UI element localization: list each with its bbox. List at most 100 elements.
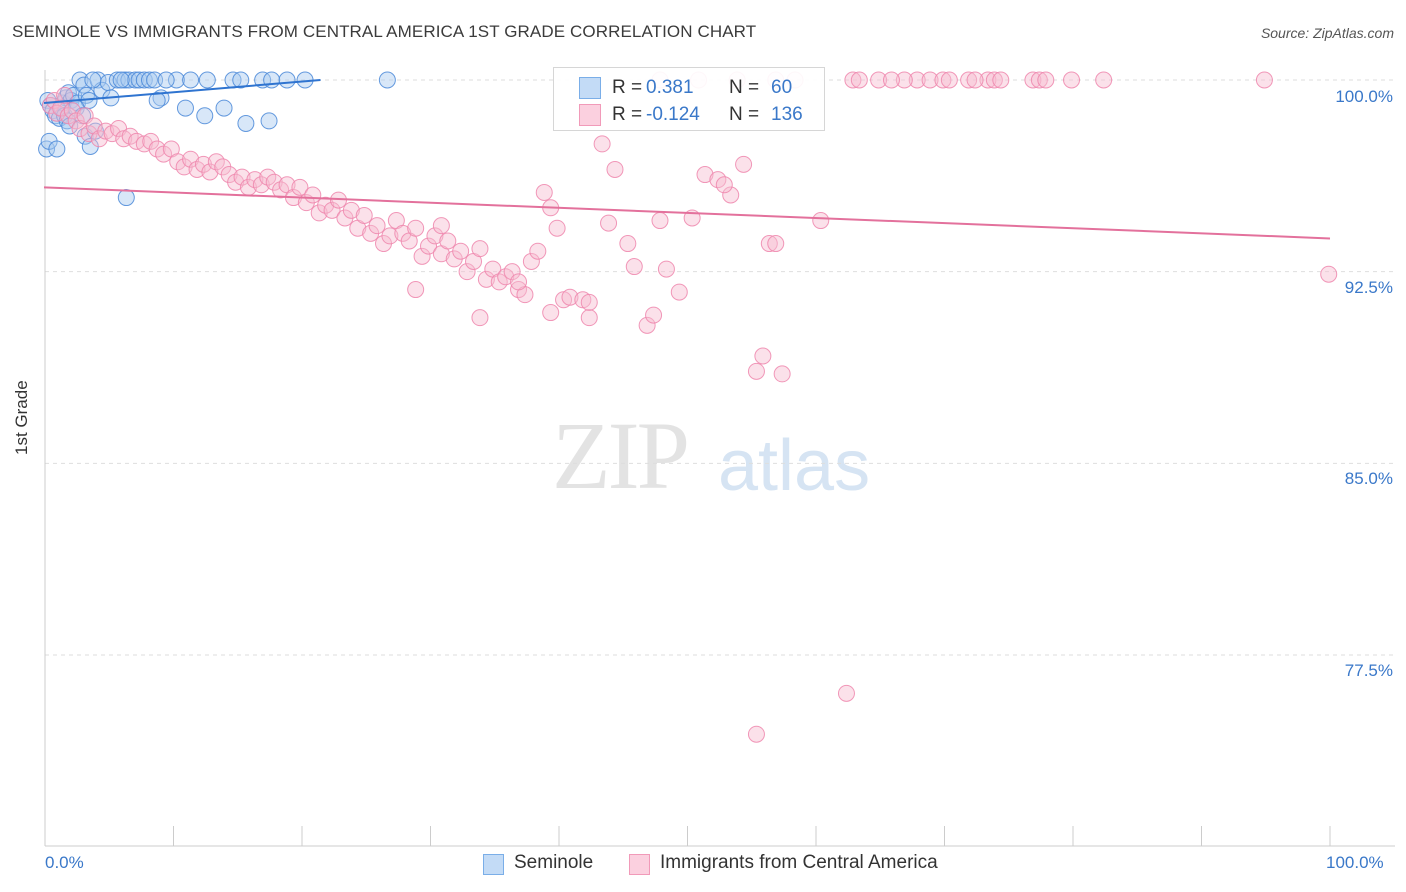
immigrants-point — [561, 288, 579, 306]
seminole-swatch — [579, 77, 601, 99]
seminole-point — [135, 71, 153, 89]
immigrants-point — [606, 160, 624, 178]
r-label: R = — [612, 77, 643, 98]
immigrants-point — [1030, 71, 1048, 89]
immigrants-point — [471, 309, 489, 327]
immigrants-point — [1095, 71, 1113, 89]
immigrants-point — [522, 252, 540, 270]
immigrants-point — [1320, 265, 1338, 283]
immigrants-point — [535, 183, 553, 201]
watermark-atlas: atlas — [718, 426, 871, 506]
immigrants-point — [355, 206, 373, 224]
immigrants-point — [471, 240, 489, 258]
chart-title: SEMINOLE VS IMMIGRANTS FROM CENTRAL AMER… — [12, 22, 757, 41]
immigrants-point — [812, 212, 830, 230]
immigrants-point — [407, 281, 425, 299]
seminole-point — [278, 71, 296, 89]
immigrants-swatch — [579, 104, 601, 126]
immigrants-point — [921, 71, 939, 89]
immigrants-point — [477, 270, 495, 288]
immigrants-point — [63, 102, 81, 120]
x-tick-label-max: 100.0% — [1326, 853, 1384, 872]
immigrants-point — [870, 71, 888, 89]
immigrants-point — [625, 258, 643, 276]
immigrants-point — [934, 71, 952, 89]
seminole-point — [263, 71, 281, 89]
seminole-point — [215, 99, 233, 117]
immigrants-point — [960, 71, 978, 89]
seminole-point — [112, 71, 130, 89]
immigrants-point — [882, 71, 900, 89]
immigrants-point — [992, 71, 1010, 89]
immigrants-point — [722, 186, 740, 204]
immigrants-point — [979, 71, 997, 89]
immigrants-point — [645, 306, 663, 324]
immigrants-point — [850, 71, 868, 89]
immigrants-point — [548, 219, 566, 237]
y-tick-label: 100.0% — [1335, 87, 1393, 106]
r-value: -0.124 — [646, 104, 700, 125]
immigrants-point — [413, 247, 431, 265]
immigrants-point — [71, 120, 89, 138]
immigrants-point — [651, 212, 669, 230]
immigrants-point — [233, 168, 251, 186]
immigrants-point — [760, 235, 778, 253]
immigrants-point — [67, 112, 85, 130]
immigrants-point — [420, 237, 438, 255]
stats-legend: R = 0.381 N = 60 R = -0.124 N = 136 — [553, 67, 825, 131]
immigrants-point — [510, 273, 528, 291]
immigrants-point — [201, 163, 219, 181]
immigrants-point — [735, 155, 753, 173]
y-tick-label: 85.0% — [1344, 469, 1393, 488]
immigrants-point — [985, 71, 1003, 89]
immigrants-point — [1037, 71, 1055, 89]
y-tick-label: 77.5% — [1344, 661, 1393, 680]
immigrants-point — [426, 227, 444, 245]
immigrants-point — [381, 227, 399, 245]
seminole-trend-line — [43, 79, 321, 104]
immigrants-point — [670, 283, 688, 301]
n-value: 60 — [771, 77, 793, 98]
immigrants-point — [342, 201, 360, 219]
seminole-point — [182, 71, 200, 89]
seminole-point — [237, 114, 255, 132]
seminole-point — [130, 71, 148, 89]
y-axis-label: 1st Grade — [12, 380, 31, 455]
immigrants-point — [837, 684, 855, 702]
immigrants-legend-label: Immigrants from Central America — [660, 852, 938, 873]
immigrants-point — [432, 217, 450, 235]
seminole-swatch — [483, 854, 504, 875]
seminole-legend-label: Seminole — [514, 852, 594, 873]
immigrants-trend-line — [43, 186, 1331, 240]
seminole-point — [146, 71, 164, 89]
n-label: N = — [729, 104, 760, 125]
immigrants-point — [895, 71, 913, 89]
immigrants-point — [407, 219, 425, 237]
seminole-point — [176, 99, 194, 117]
x-tick-label-min: 0.0% — [45, 853, 84, 872]
immigrants-point — [1024, 71, 1042, 89]
immigrants-point — [1255, 71, 1273, 89]
immigrants-point — [715, 176, 733, 194]
immigrants-point — [503, 263, 521, 281]
immigrants-point — [1063, 71, 1081, 89]
immigrants-point — [580, 309, 598, 327]
immigrants-point — [696, 166, 714, 184]
immigrants-point — [291, 178, 309, 196]
immigrants-point — [542, 304, 560, 322]
seminole-point — [140, 71, 158, 89]
seminole-point — [232, 71, 250, 89]
seminole-point — [84, 71, 102, 89]
immigrants-point — [767, 235, 785, 253]
immigrants-point — [593, 135, 611, 153]
immigrants-point — [908, 71, 926, 89]
immigrants-point — [600, 214, 618, 232]
immigrants-point — [747, 725, 765, 743]
immigrants-point — [529, 242, 547, 260]
immigrants-point — [844, 71, 862, 89]
immigrants-point — [56, 86, 74, 104]
source-label: Source: ZipAtlas.com — [1260, 25, 1394, 41]
seminole-point — [116, 71, 134, 89]
immigrants-point — [966, 71, 984, 89]
